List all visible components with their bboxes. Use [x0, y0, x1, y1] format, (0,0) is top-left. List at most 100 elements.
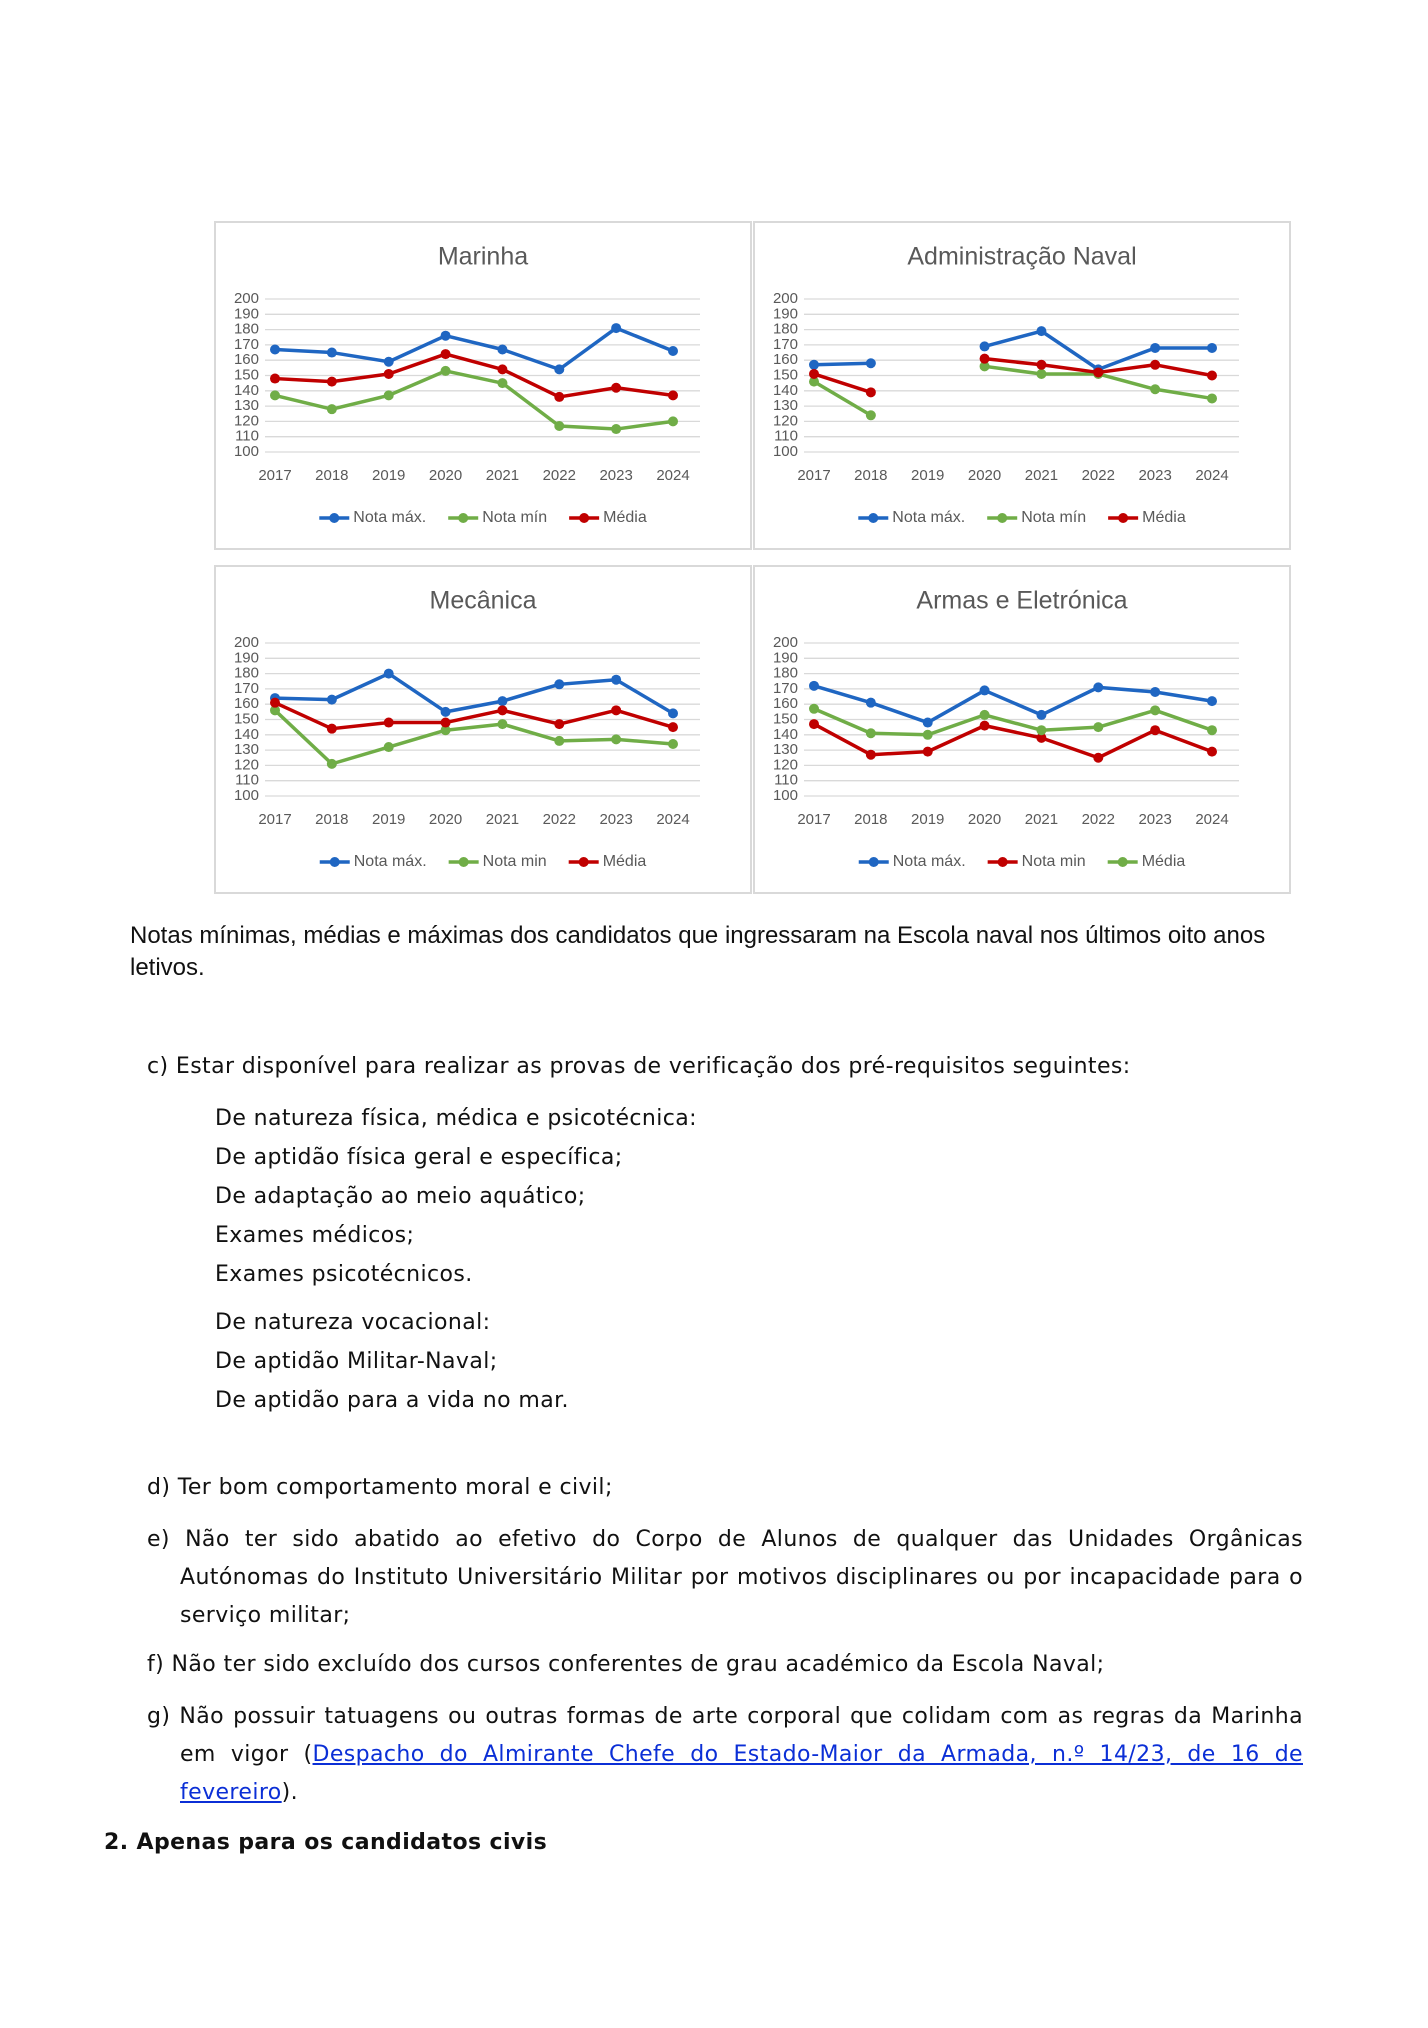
x-tick-label: 2022	[1082, 467, 1115, 484]
link[interactable]: Despacho do Almirante Chefe do Estado-Ma…	[180, 1742, 1303, 1805]
point	[979, 353, 990, 364]
point	[1207, 370, 1217, 381]
sub-item: Exames psicotécnicos.	[215, 1262, 473, 1287]
point	[809, 680, 819, 691]
y-tick-label: 140	[773, 726, 798, 743]
point	[383, 368, 394, 379]
list-item: g) Não possuir tatuagens ou outras forma…	[147, 1698, 1303, 1812]
y-tick-label: 200	[773, 290, 798, 307]
point	[440, 330, 451, 341]
point	[326, 376, 337, 387]
legend: Nota máx. Nota mín Média	[858, 509, 1186, 526]
chart-title: Marinha	[438, 243, 528, 271]
x-tick-label: 2022	[1082, 811, 1115, 828]
point	[1150, 359, 1161, 370]
y-tick-label: 190	[234, 305, 259, 322]
point	[1093, 722, 1104, 733]
point	[1150, 686, 1161, 697]
legend-marker	[997, 857, 1008, 867]
legend-label: Nota mín	[1021, 509, 1086, 526]
series-line	[813, 707, 1213, 737]
point	[865, 728, 876, 739]
x-tick-label: 2019	[911, 811, 944, 828]
point	[497, 705, 508, 716]
y-tick-label: 150	[773, 366, 798, 383]
legend-marker	[579, 513, 590, 523]
legend-marker	[997, 513, 1008, 523]
item-text: Estar disponível para realizar as provas…	[175, 1054, 1131, 1079]
caption: Notas mínimas, médias e máximas dos cand…	[130, 922, 1266, 981]
x-tick-label: 2023	[1138, 467, 1171, 484]
chart-frame	[214, 221, 752, 550]
series-line	[274, 671, 674, 715]
sub-item: De natureza vocacional:	[215, 1310, 491, 1335]
chart-frame	[753, 565, 1291, 894]
point	[668, 346, 678, 357]
legend-marker	[578, 857, 589, 867]
point	[1207, 342, 1217, 353]
y-tick-label: 120	[234, 756, 259, 773]
point	[326, 694, 337, 705]
item-text: Não ter sido excluído dos cursos confere…	[171, 1652, 1105, 1677]
point	[440, 349, 451, 360]
y-tick-label: 200	[773, 634, 798, 651]
x-tick-label: 2024	[1195, 467, 1228, 484]
legend-label: Média	[603, 509, 647, 526]
x-tick-label: 2023	[1138, 811, 1171, 828]
point	[497, 719, 508, 730]
point	[611, 424, 622, 435]
y-tick-label: 100	[234, 443, 259, 460]
x-tick-label: 2023	[599, 467, 632, 484]
y-tick-label: 150	[234, 366, 259, 383]
point	[1036, 732, 1047, 743]
point	[326, 347, 337, 358]
legend-marker	[868, 857, 879, 867]
legend-label: Nota máx.	[892, 509, 965, 526]
x-tick-label: 2019	[911, 467, 944, 484]
series-line	[813, 722, 1213, 760]
y-tick-label: 160	[773, 351, 798, 368]
point	[554, 420, 565, 431]
point	[326, 404, 337, 415]
series-line	[274, 352, 674, 399]
point	[497, 378, 508, 389]
point	[1036, 368, 1047, 379]
point	[497, 696, 508, 707]
point	[809, 703, 819, 714]
point	[865, 358, 876, 369]
point	[979, 709, 990, 720]
point	[668, 390, 678, 401]
point	[383, 356, 394, 367]
series-line	[274, 369, 674, 431]
point	[554, 679, 565, 690]
sub-item: De aptidão física geral e específica;	[215, 1145, 623, 1170]
y-tick-label: 130	[773, 397, 798, 414]
point	[1207, 393, 1217, 404]
point	[1150, 384, 1161, 395]
y-tick-label: 100	[773, 787, 798, 804]
point	[383, 390, 394, 401]
item-c: c) Estar disponível para realizar as pro…	[147, 1048, 1303, 1086]
x-tick-label: 2024	[1195, 811, 1228, 828]
y-tick-label: 140	[234, 382, 259, 399]
y-tick-label: 100	[773, 443, 798, 460]
x-tick-label: 2021	[486, 467, 519, 484]
section-title: Apenas para os candidatos civis	[136, 1830, 548, 1855]
legend-label: Nota mín	[482, 509, 547, 526]
item-label: d)	[147, 1475, 171, 1500]
legend-marker	[868, 513, 879, 523]
x-tick-label: 2020	[429, 467, 462, 484]
y-tick-label: 180	[234, 665, 259, 682]
chart-title: Mecânica	[430, 587, 537, 615]
point	[611, 323, 622, 334]
point	[554, 364, 565, 375]
series-line	[274, 326, 674, 372]
point	[979, 341, 990, 352]
legend-marker	[458, 857, 469, 867]
x-tick-label: 2021	[486, 811, 519, 828]
item-label: g)	[147, 1704, 171, 1729]
point	[1036, 725, 1047, 736]
item-label: f)	[147, 1652, 165, 1677]
point	[922, 746, 933, 757]
y-tick-label: 190	[773, 305, 798, 322]
